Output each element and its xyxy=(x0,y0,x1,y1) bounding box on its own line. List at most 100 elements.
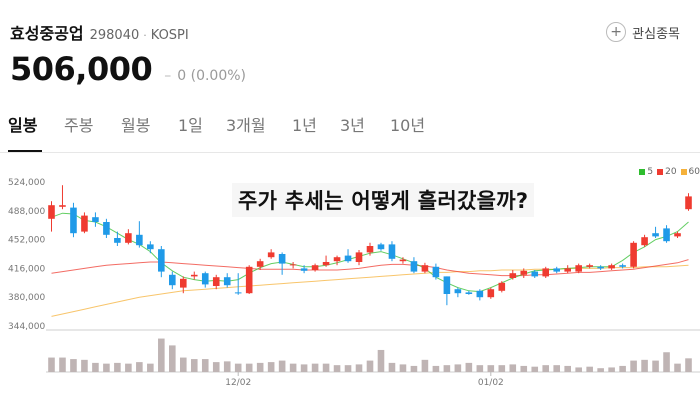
candle-body xyxy=(575,265,582,272)
volume-bar xyxy=(212,362,220,372)
volume-bar xyxy=(432,365,440,372)
candle-body xyxy=(366,246,374,253)
volume-bar xyxy=(443,365,451,372)
volume-bar xyxy=(322,363,330,372)
plus-icon: + xyxy=(606,22,627,42)
volume-bar xyxy=(333,365,341,372)
candle-body xyxy=(136,234,143,246)
volume-bar xyxy=(553,365,561,372)
volume-bar xyxy=(158,338,165,372)
volume-bar xyxy=(399,364,407,372)
price-chart[interactable]: 524,000 488,000 452,000 416,000 380,000 344,0… xyxy=(0,160,700,400)
candle-body xyxy=(597,266,604,269)
candle-body xyxy=(311,265,319,270)
price-change: –0 (0.00%) xyxy=(164,68,246,84)
candle-body xyxy=(388,244,396,259)
volume-bar xyxy=(223,361,231,372)
volume-bar xyxy=(103,363,110,372)
volume-bar xyxy=(201,359,209,372)
candle-body xyxy=(432,266,440,278)
candle-body xyxy=(608,265,615,269)
tab-3year[interactable]: 3년 xyxy=(340,116,365,135)
volume-bar xyxy=(344,365,352,372)
x-tick-label: 12/02 xyxy=(225,378,251,388)
price-change-value: 0 (0.00%) xyxy=(177,68,247,84)
candle-body xyxy=(223,277,231,286)
candle-body xyxy=(487,289,495,298)
volume-bar xyxy=(586,366,593,372)
tab-monthly[interactable]: 월봉 xyxy=(121,116,151,135)
volume-bar xyxy=(147,363,154,372)
legend-ma5: 5 xyxy=(639,167,653,177)
ma60-line xyxy=(51,264,689,317)
candle-body xyxy=(114,238,121,243)
tab-1day[interactable]: 1일 xyxy=(178,116,203,135)
candle-body xyxy=(267,252,275,258)
candle-body xyxy=(147,244,154,250)
volume-bar xyxy=(641,359,648,372)
candle-body xyxy=(465,292,473,294)
y-tick-label: 452,000 xyxy=(8,236,45,246)
active-tab-indicator xyxy=(8,150,42,152)
candle-body xyxy=(48,205,55,219)
watchlist-button[interactable]: + 관심종목 xyxy=(606,22,680,42)
candle-body xyxy=(421,265,429,272)
candle-body xyxy=(245,266,253,294)
candle-body xyxy=(125,233,132,243)
tab-3month[interactable]: 3개월 xyxy=(226,116,266,135)
volume-bar xyxy=(476,365,484,372)
volume-bar xyxy=(663,352,670,372)
candle-body xyxy=(278,254,286,264)
candle-body xyxy=(300,268,308,271)
tab-daily[interactable]: 일봉 xyxy=(8,116,38,135)
candle-body xyxy=(542,268,550,277)
volume-bar xyxy=(59,357,66,372)
legend-ma60: 60 xyxy=(680,167,700,177)
y-tick-label: 344,000 xyxy=(8,322,45,332)
candle-body xyxy=(652,233,659,237)
stock-code: 298040 xyxy=(89,28,140,43)
stock-header: 효성중공업 298040 · KOSPI xyxy=(10,20,189,44)
volume-bar xyxy=(234,363,242,372)
volume-bar xyxy=(267,362,275,372)
y-tick-label: 488,000 xyxy=(8,207,45,217)
candle-body xyxy=(169,274,176,286)
candle-body xyxy=(586,265,593,267)
volume-bar xyxy=(81,359,88,372)
volume-bar xyxy=(289,363,297,372)
volume-bar xyxy=(190,359,198,372)
volume-bar xyxy=(136,362,143,372)
watchlist-label: 관심종목 xyxy=(632,26,680,42)
tab-weekly[interactable]: 주봉 xyxy=(64,116,94,135)
candle-body xyxy=(630,242,637,267)
candle-body xyxy=(564,268,571,272)
candle-body xyxy=(355,252,363,262)
volume-bar xyxy=(355,364,363,372)
y-tick-label: 524,000 xyxy=(8,178,45,188)
candle-body xyxy=(212,277,220,286)
current-price: 506,000 xyxy=(10,50,153,88)
volume-bar xyxy=(70,359,77,372)
candle-body xyxy=(520,270,528,275)
volume-bar xyxy=(114,362,121,372)
candle-body xyxy=(289,264,297,266)
volume-bar xyxy=(300,364,308,372)
volume-bar xyxy=(92,362,99,372)
price-row: 506,000 –0 (0.00%) xyxy=(10,50,246,88)
candle-body xyxy=(674,233,681,237)
candle-body xyxy=(158,249,165,272)
volume-bar xyxy=(597,368,604,372)
candle-body xyxy=(454,289,462,294)
volume-bar xyxy=(169,345,176,372)
candle-body xyxy=(333,257,341,262)
candle-body xyxy=(344,255,352,262)
volume-bar xyxy=(256,362,264,372)
volume-bar xyxy=(685,358,692,372)
candle-body xyxy=(476,290,484,298)
candle-body xyxy=(92,217,99,222)
volume-bar xyxy=(366,360,374,372)
volume-bar xyxy=(410,365,418,372)
volume-bar xyxy=(542,365,550,372)
tab-10year[interactable]: 10년 xyxy=(390,116,426,135)
tab-1year[interactable]: 1년 xyxy=(292,116,317,135)
